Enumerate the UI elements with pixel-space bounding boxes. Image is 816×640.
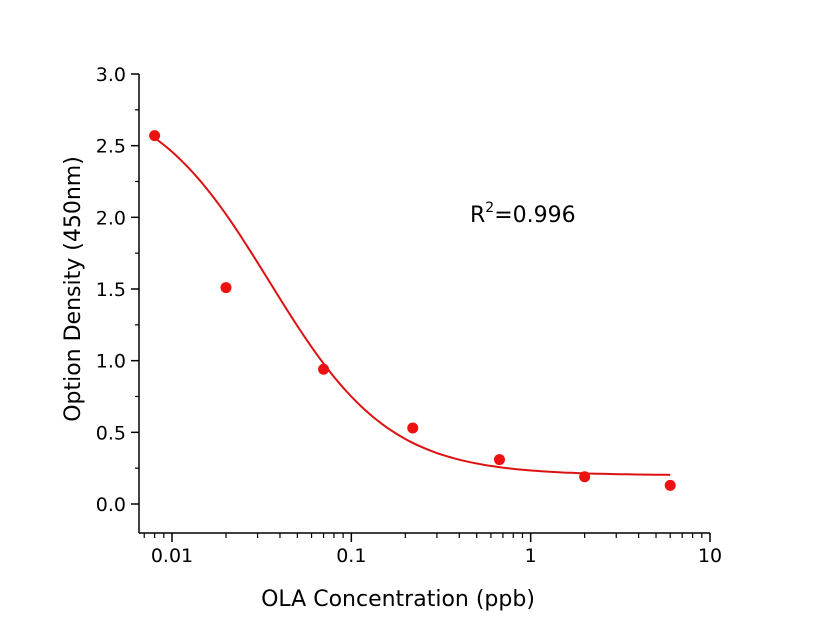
- data-point: [664, 479, 676, 491]
- r-squared-annotation: R2=0.996: [470, 200, 576, 228]
- y-tick-label: 0.5: [96, 422, 126, 444]
- data-point: [318, 363, 330, 375]
- y-tick-label: 1.0: [96, 351, 126, 373]
- x-tick-label: 1: [525, 545, 537, 567]
- x-tick-label: 0.01: [151, 545, 193, 567]
- y-tick-label: 1.5: [96, 279, 126, 301]
- data-point: [220, 282, 232, 294]
- x-tick-label: 10: [698, 545, 722, 567]
- data-point: [493, 454, 505, 466]
- data-points: [149, 130, 676, 491]
- data-point: [149, 130, 161, 142]
- y-tick-label: 0.0: [96, 494, 126, 516]
- r-squared-value: =0.996: [494, 203, 575, 228]
- y-tick-label: 3.0: [96, 64, 126, 86]
- x-tick-label: 0.1: [336, 545, 366, 567]
- axes: 0.0 0.5 1.0 1.5 2.0 2.5 3.0 0.01 0.1 1 10: [96, 64, 722, 567]
- x-axis-title: OLA Concentration (ppb): [261, 587, 535, 612]
- y-tick-label: 2.5: [96, 136, 126, 158]
- data-point: [579, 471, 591, 483]
- y-tick-label: 2.0: [96, 207, 126, 229]
- y-axis-title: Option Density (450nm): [61, 156, 86, 422]
- r-squared-sup: 2: [485, 200, 494, 216]
- r-squared-base: R: [470, 203, 485, 228]
- data-point: [407, 422, 419, 434]
